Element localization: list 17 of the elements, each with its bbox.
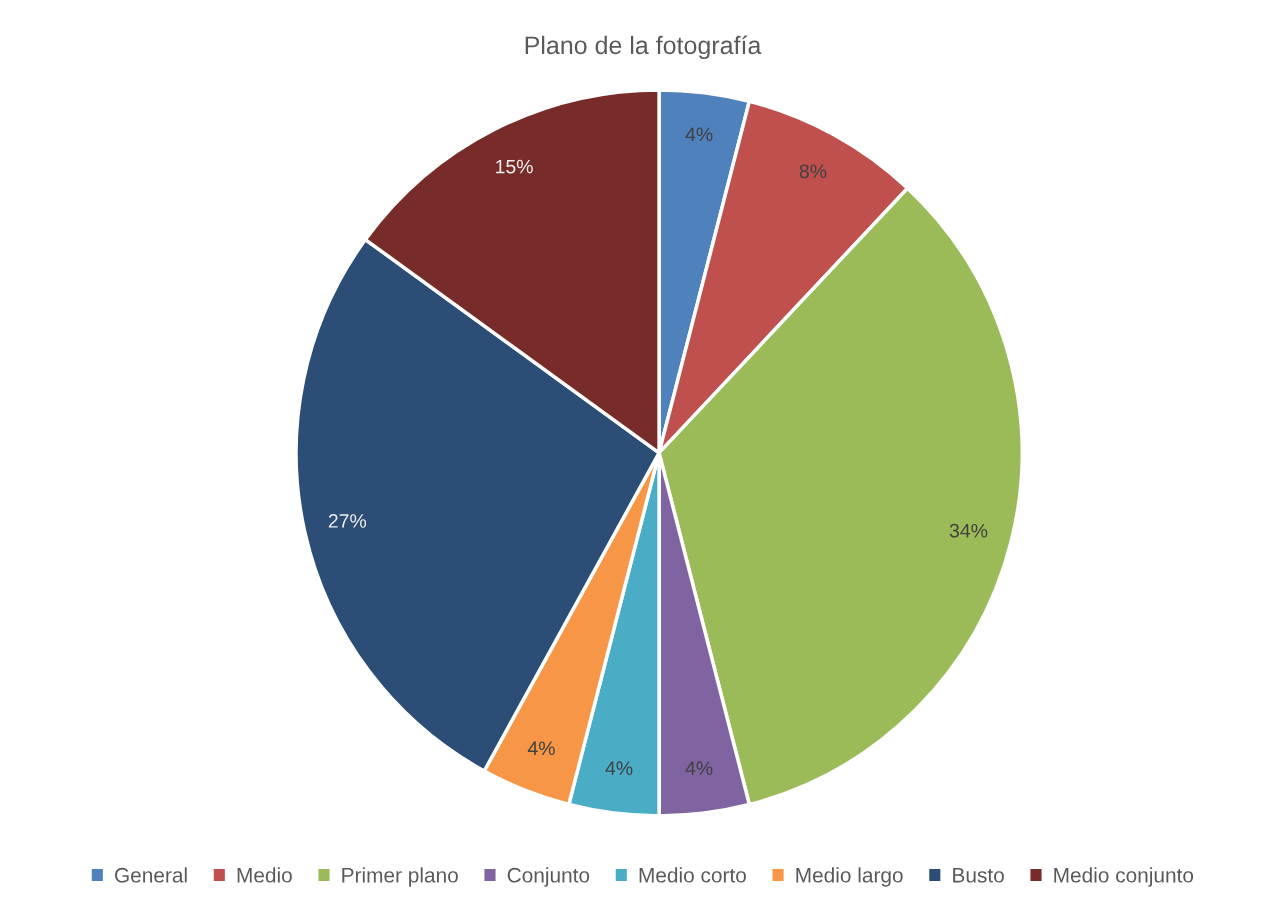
data-label: 15% <box>496 159 533 174</box>
data-label: 4% <box>527 741 555 756</box>
legend-label: Medio conjunto <box>1054 867 1194 887</box>
data-label: 4% <box>605 761 633 775</box>
data-label: 4% <box>685 127 713 142</box>
legend-label: Primer plano <box>342 867 458 887</box>
legend-label: Conjunto <box>507 867 590 887</box>
data-label: 27% <box>328 514 367 528</box>
data-label: 8% <box>799 164 827 179</box>
legend-label: Medio <box>237 867 292 883</box>
legend-label: Busto <box>953 868 1004 883</box>
chart-title: Plano de la fotografía <box>525 35 762 60</box>
legend-label: Medio corto <box>639 867 746 883</box>
data-label: 4% <box>685 761 713 775</box>
legend-label: Medio largo <box>796 867 903 887</box>
legend-label: General <box>115 867 187 883</box>
data-label: 34% <box>949 523 988 538</box>
